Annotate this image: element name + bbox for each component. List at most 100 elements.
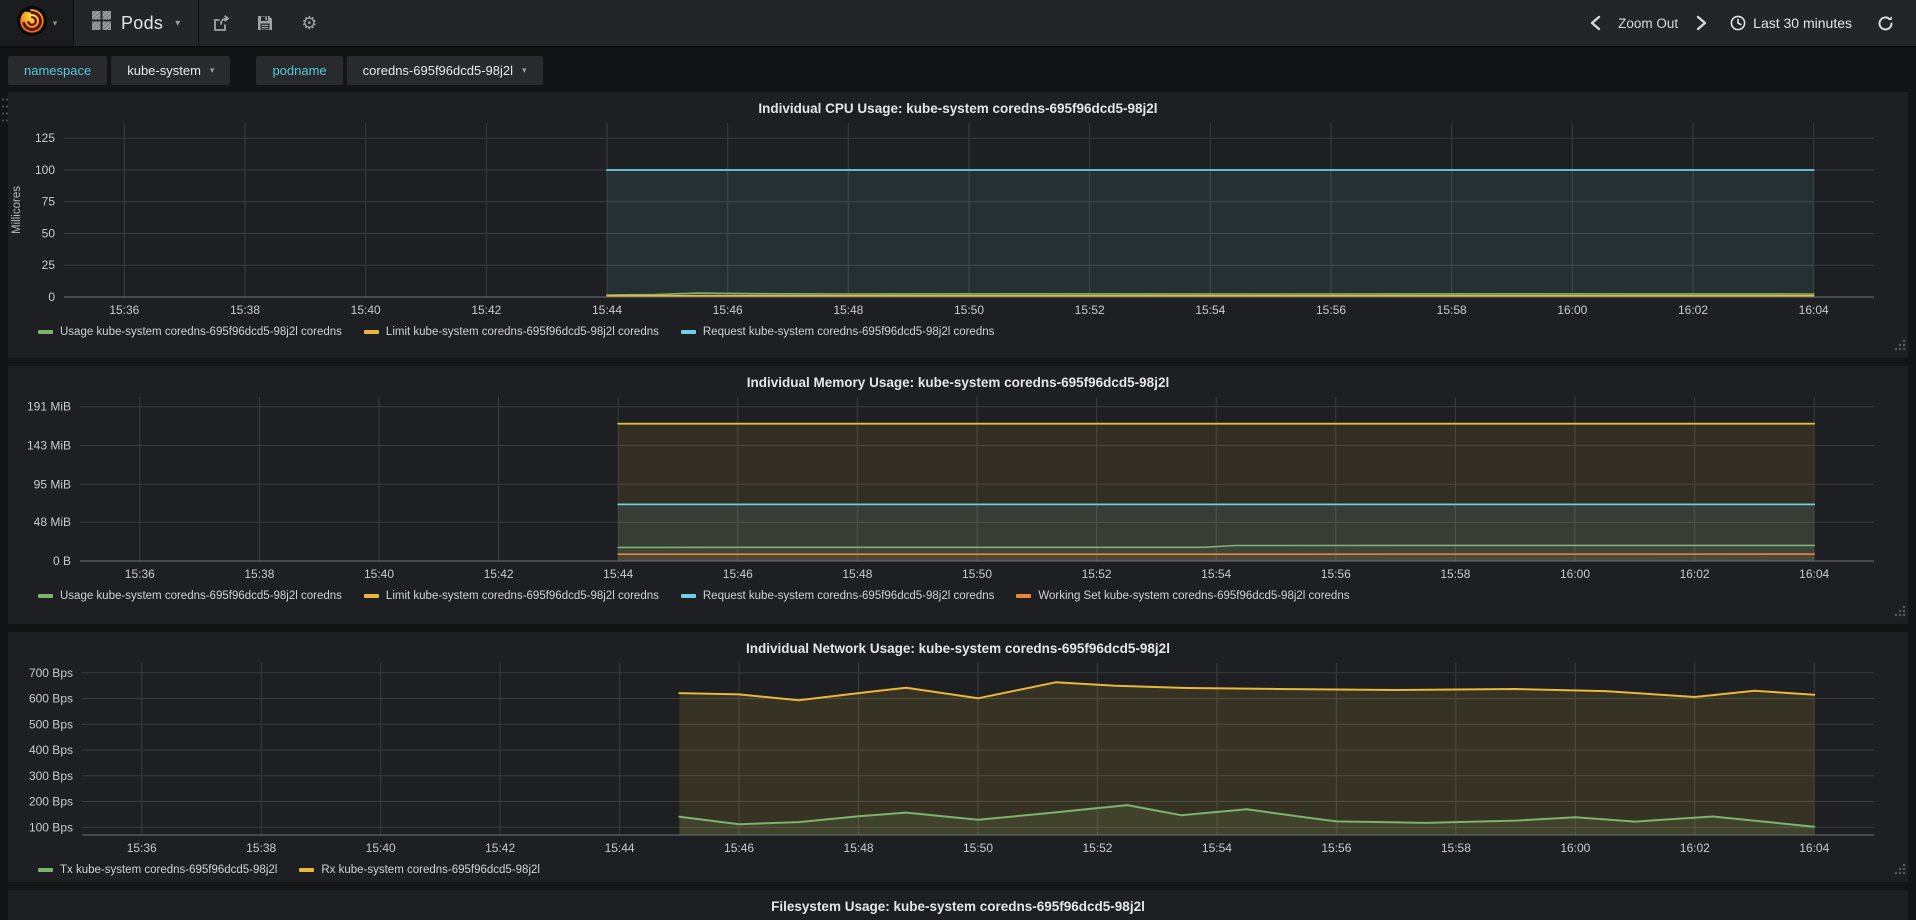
clock-icon (1730, 15, 1746, 31)
legend-series-swatch (363, 594, 379, 598)
svg-text:200 Bps: 200 Bps (29, 795, 73, 809)
panel-title[interactable]: Filesystem Usage: kube-system coredns-69… (771, 899, 1145, 914)
share-button[interactable] (199, 0, 243, 47)
legend-item[interactable]: Usage kube-system coredns-695f96dcd5-98j… (38, 326, 342, 338)
svg-text:75: 75 (42, 195, 56, 209)
svg-text:15:42: 15:42 (485, 841, 515, 855)
svg-text:15:56: 15:56 (1316, 303, 1346, 317)
svg-text:15:52: 15:52 (1082, 841, 1112, 855)
svg-text:Millicores: Millicores (11, 186, 23, 234)
time-range-picker[interactable]: Last 30 minutes (1718, 15, 1864, 31)
legend-series-swatch (38, 868, 53, 872)
panel-resize-handle[interactable] (1893, 338, 1906, 356)
svg-text:15:46: 15:46 (723, 567, 753, 581)
svg-text:15:54: 15:54 (1195, 303, 1225, 317)
dashboard-picker[interactable]: Pods ▾ (74, 0, 200, 46)
legend-item[interactable]: Tx kube-system coredns-695f96dcd5-98j2l (38, 864, 277, 876)
panel-resize-handle[interactable] (1893, 862, 1906, 880)
svg-text:15:40: 15:40 (366, 841, 396, 855)
svg-text:16:04: 16:04 (1799, 841, 1829, 855)
svg-text:16:00: 16:00 (1560, 567, 1590, 581)
svg-text:15:38: 15:38 (244, 567, 274, 581)
refresh-icon (1878, 15, 1892, 30)
svg-text:15:38: 15:38 (230, 303, 260, 317)
legend-series-swatch (299, 868, 315, 872)
save-button[interactable] (243, 0, 287, 47)
legend-series-swatch (1016, 594, 1032, 598)
chevron-down-icon: ▾ (522, 64, 527, 75)
svg-text:15:42: 15:42 (471, 303, 501, 317)
svg-text:15:44: 15:44 (605, 841, 635, 855)
svg-text:143 MiB: 143 MiB (27, 438, 71, 452)
svg-text:25: 25 (42, 258, 56, 272)
legend-item[interactable]: Limit kube-system coredns-695f96dcd5-98j… (363, 326, 659, 338)
variable-label-podname: podname (256, 55, 343, 85)
grafana-menu-button[interactable]: ▾ (0, 0, 74, 46)
svg-text:15:36: 15:36 (125, 567, 155, 581)
variable-value-podname[interactable]: coredns-695f96dcd5-98j2l ▾ (346, 55, 543, 85)
panel-title[interactable]: Individual Memory Usage: kube-system cor… (746, 375, 1170, 390)
legend-item[interactable]: Request kube-system coredns-695f96dcd5-9… (680, 590, 995, 602)
legend-item[interactable]: Rx kube-system coredns-695f96dcd5-98j2l (299, 864, 540, 876)
svg-text:0: 0 (48, 290, 55, 304)
refresh-button[interactable] (1868, 0, 1902, 47)
panel-resize-handle[interactable] (1893, 604, 1906, 622)
svg-text:15:50: 15:50 (963, 841, 993, 855)
svg-text:400 Bps: 400 Bps (29, 743, 73, 757)
chevron-right-icon (1696, 15, 1706, 31)
svg-text:16:04: 16:04 (1799, 303, 1829, 317)
legend-series-swatch (680, 594, 696, 598)
svg-text:15:56: 15:56 (1321, 567, 1351, 581)
legend-item[interactable]: Limit kube-system coredns-695f96dcd5-98j… (363, 590, 659, 602)
svg-text:15:48: 15:48 (844, 841, 874, 855)
svg-text:15:40: 15:40 (351, 303, 381, 317)
legend-series-swatch (363, 330, 379, 334)
row-drag-handle[interactable] (1, 96, 8, 122)
time-shift-forward-button[interactable] (1688, 0, 1714, 47)
svg-text:191 MiB: 191 MiB (27, 400, 71, 414)
chevron-left-icon (1590, 15, 1600, 31)
svg-text:16:00: 16:00 (1557, 303, 1587, 317)
zoom-out-button[interactable]: Zoom Out (1618, 15, 1679, 31)
svg-text:15:36: 15:36 (127, 841, 157, 855)
svg-text:15:46: 15:46 (713, 303, 743, 317)
panel-memory-usage: Individual Memory Usage: kube-system cor… (8, 366, 1908, 624)
svg-text:0 B: 0 B (53, 554, 71, 568)
time-range-label: Last 30 minutes (1753, 15, 1852, 31)
settings-button[interactable]: ⚙ (287, 0, 331, 47)
legend-series-name: Request kube-system coredns-695f96dcd5-9… (702, 326, 995, 338)
legend-series-name: Rx kube-system coredns-695f96dcd5-98j2l (321, 864, 540, 876)
legend-series-swatch (38, 330, 53, 334)
legend-item[interactable]: Usage kube-system coredns-695f96dcd5-98j… (38, 590, 342, 602)
legend-series-name: Usage kube-system coredns-695f96dcd5-98j… (60, 590, 342, 602)
legend-series-name: Limit kube-system coredns-695f96dcd5-98j… (385, 590, 659, 602)
svg-text:15:42: 15:42 (484, 567, 514, 581)
svg-text:15:52: 15:52 (1075, 303, 1105, 317)
variable-label-namespace: namespace (8, 55, 108, 85)
cpu-usage-chart[interactable]: 0 25 50 75 100 125 15:36 15:38 15:40 15:42 15:44 15… (8, 123, 1908, 321)
legend-series-name: Request kube-system coredns-695f96dcd5-9… (702, 590, 995, 602)
panel-title[interactable]: Individual Network Usage: kube-system co… (746, 641, 1170, 656)
legend-item[interactable]: Request kube-system coredns-695f96dcd5-9… (680, 326, 995, 338)
svg-text:15:46: 15:46 (724, 841, 754, 855)
network-usage-chart[interactable]: 100 Bps 200 Bps 300 Bps 400 Bps 500 Bps 600 B… (8, 663, 1908, 859)
svg-text:50: 50 (42, 226, 56, 240)
svg-text:15:58: 15:58 (1441, 841, 1471, 855)
chevron-down-icon: ▾ (175, 17, 181, 29)
svg-text:700 Bps: 700 Bps (29, 666, 73, 680)
svg-text:16:02: 16:02 (1678, 303, 1708, 317)
legend-item[interactable]: Working Set kube-system coredns-695f96dc… (1016, 590, 1349, 602)
panel-cpu-usage: Individual CPU Usage: kube-system coredn… (8, 92, 1908, 358)
svg-text:16:00: 16:00 (1560, 841, 1590, 855)
legend-series-name: Limit kube-system coredns-695f96dcd5-98j… (385, 326, 659, 338)
svg-text:15:58: 15:58 (1437, 303, 1467, 317)
panel-title[interactable]: Individual CPU Usage: kube-system coredn… (758, 101, 1158, 116)
svg-text:15:48: 15:48 (833, 303, 863, 317)
gear-icon: ⚙ (301, 13, 318, 33)
time-shift-back-button[interactable] (1582, 0, 1608, 47)
svg-text:100 Bps: 100 Bps (29, 820, 73, 834)
svg-text:15:54: 15:54 (1201, 567, 1231, 581)
variable-value-namespace[interactable]: kube-system ▾ (111, 55, 231, 85)
memory-usage-chart[interactable]: 0 B 48 MiB 95 MiB 143 MiB 191 MiB 15:36 15:38 1… (8, 397, 1908, 585)
svg-text:15:54: 15:54 (1202, 841, 1232, 855)
